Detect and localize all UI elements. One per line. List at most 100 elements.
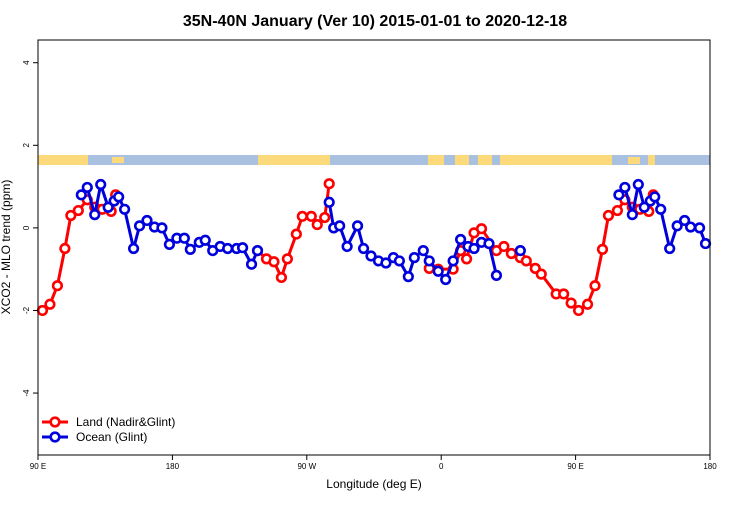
- data-point: [432, 265, 444, 277]
- plot-frame: [37, 39, 711, 456]
- x-tick-label: 180: [166, 462, 180, 471]
- data-point: [440, 273, 452, 286]
- data-point: [393, 255, 405, 267]
- data-point: [311, 218, 323, 231]
- y-tick-label: -4: [22, 389, 31, 397]
- data-point: [447, 255, 459, 267]
- data-point: [81, 181, 93, 194]
- data-point: [341, 240, 353, 253]
- data-point: [558, 288, 570, 300]
- data-point: [468, 242, 480, 255]
- data-point: [323, 196, 335, 208]
- data-point: [602, 209, 615, 222]
- data-point: [72, 204, 84, 217]
- x-tick-label: 90 E: [567, 462, 583, 471]
- data-point: [475, 223, 488, 235]
- plot-area: [36, 178, 712, 317]
- data-point: [483, 237, 495, 250]
- land-strip: [478, 155, 492, 165]
- data-point: [514, 244, 526, 257]
- data-point: [626, 209, 638, 221]
- data-point: [535, 268, 547, 280]
- land-strip: [648, 155, 655, 165]
- land-ocean-strip: [38, 155, 710, 165]
- data-point: [613, 189, 625, 201]
- x-tick-label: 90 E: [30, 462, 46, 471]
- data-point: [65, 209, 77, 222]
- y-tick-label: -2: [22, 306, 31, 314]
- data-point: [319, 211, 331, 224]
- data-point: [649, 191, 661, 203]
- legend-label: Land (Nadir&Glint): [76, 415, 175, 429]
- data-point: [679, 214, 691, 227]
- data-point: [455, 233, 467, 246]
- data-point: [490, 269, 503, 281]
- data-point: [520, 255, 532, 267]
- x-tick-label: 0: [439, 462, 444, 471]
- data-point: [133, 220, 146, 232]
- data-point: [380, 257, 392, 269]
- data-point: [281, 253, 293, 265]
- data-point: [402, 271, 414, 283]
- land-strip: [628, 157, 640, 164]
- land-strip: [428, 155, 444, 165]
- data-point: [245, 258, 258, 270]
- ocean-strip: [38, 155, 710, 165]
- y-axis-label: XCO2 - MLO trend (ppm): [0, 180, 13, 315]
- data-point: [565, 297, 577, 309]
- data-point: [351, 220, 364, 232]
- data-point: [684, 221, 697, 233]
- land-strip: [500, 155, 612, 165]
- data-point: [251, 244, 264, 257]
- data-point: [505, 247, 517, 260]
- data-point: [498, 240, 510, 253]
- data-point: [589, 280, 601, 292]
- land-strip: [258, 155, 330, 165]
- data-point: [156, 222, 168, 234]
- data-point: [75, 189, 87, 201]
- data-point: [141, 214, 153, 227]
- data-point: [163, 238, 176, 251]
- land-strip: [38, 155, 88, 165]
- data-point: [113, 191, 125, 203]
- land-strip: [112, 157, 124, 163]
- data-point: [664, 242, 676, 255]
- data-point: [408, 252, 420, 264]
- data-point: [655, 203, 667, 215]
- y-tick-label: 4: [22, 60, 31, 65]
- data-point: [89, 209, 101, 221]
- y-tick-label: 0: [22, 225, 31, 230]
- data-point: [178, 232, 190, 244]
- data-point: [95, 178, 107, 191]
- data-point: [671, 220, 683, 232]
- data-point: [44, 298, 56, 310]
- legend-marker: [49, 416, 61, 428]
- data-point: [305, 210, 317, 222]
- data-point: [199, 234, 211, 246]
- data-point: [596, 243, 609, 255]
- y-tick-label: 2: [22, 143, 31, 148]
- data-point: [423, 255, 435, 267]
- data-point: [51, 280, 64, 292]
- data-point: [222, 242, 234, 255]
- data-point: [611, 204, 624, 217]
- data-point: [59, 242, 71, 255]
- data-point: [334, 220, 346, 232]
- data-point: [323, 178, 335, 190]
- data-point: [572, 304, 585, 317]
- data-point: [460, 253, 473, 265]
- data-point: [296, 210, 308, 222]
- data-point: [619, 181, 631, 194]
- data-point: [184, 243, 196, 255]
- data-point: [119, 203, 131, 215]
- land-strip: [455, 155, 469, 165]
- data-point: [365, 250, 377, 262]
- data-point: [581, 298, 594, 310]
- data-point: [693, 222, 706, 234]
- data-point: [699, 237, 712, 250]
- data-point: [632, 178, 644, 191]
- x-tick-label: 90 W: [297, 462, 316, 471]
- data-point: [417, 244, 429, 257]
